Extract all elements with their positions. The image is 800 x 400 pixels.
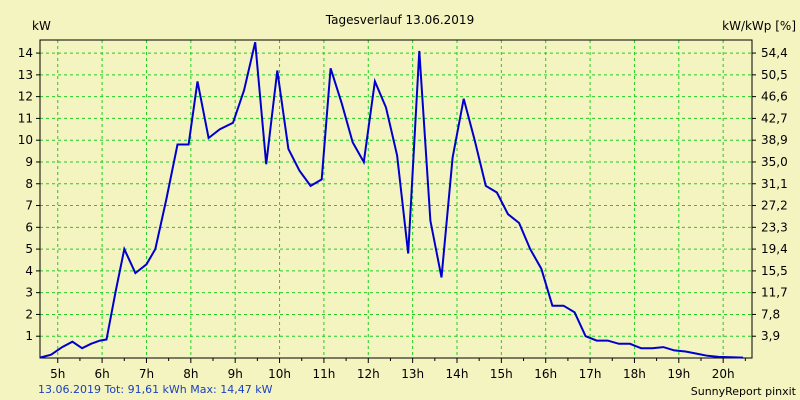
y-tick-label-right: 7,8 [761, 307, 780, 321]
y-tick-label-right: 50,5 [761, 68, 788, 82]
y-tick-label-right: 35,0 [761, 155, 788, 169]
y-tick-label-left: 12 [18, 90, 33, 104]
y-tick-label-left: 1 [25, 329, 33, 343]
y-tick-label-right: 11,7 [761, 286, 788, 300]
y-tick-label-left: 6 [25, 220, 33, 234]
y-tick-label-right: 38,9 [761, 133, 788, 147]
plot-frame [39, 39, 753, 359]
x-tick-label: 14h [446, 367, 469, 381]
x-tick-label: 6h [94, 367, 109, 381]
x-tick-label: 8h [183, 367, 198, 381]
x-tick-label: 12h [357, 367, 380, 381]
x-tick-label: 5h [50, 367, 65, 381]
y-tick-label-left: 11 [18, 111, 33, 125]
y-tick-label-left: 3 [25, 286, 33, 300]
series-line [39, 41, 744, 359]
y-axis-label-right: kW/kWp [%] [722, 19, 796, 33]
tick-marks [36, 52, 756, 363]
y-tick-label-right: 23,3 [761, 220, 788, 234]
y-tick-label-left: 2 [25, 307, 33, 321]
y-tick-label-right: 54,4 [761, 46, 788, 60]
x-tick-label: 18h [623, 367, 646, 381]
y-tick-label-right: 46,6 [761, 90, 788, 104]
x-tick-label: 16h [534, 367, 557, 381]
series-layer [39, 41, 744, 359]
x-tick-label: 17h [579, 367, 602, 381]
y-tick-label-left: 14 [18, 46, 33, 60]
y-tick-label-left: 10 [18, 133, 33, 147]
footer-credit: SunnyReport pinxit [691, 385, 797, 398]
y-tick-label-left: 4 [25, 264, 33, 278]
y-tick-label-right: 3,9 [761, 329, 780, 343]
x-tick-label: 19h [667, 367, 690, 381]
x-tick-label: 15h [490, 367, 513, 381]
footer-summary: 13.06.2019 Tot: 91,61 kWh Max: 14,47 kW [38, 383, 273, 396]
x-tick-label: 9h [228, 367, 243, 381]
chart-title: Tagesverlauf 13.06.2019 [325, 13, 474, 27]
y-axis-label-left: kW [32, 19, 51, 33]
y-tick-label-left: 13 [18, 68, 33, 82]
y-tick-label-left: 8 [25, 177, 33, 191]
x-tick-label: 20h [712, 367, 735, 381]
x-tick-label: 13h [401, 367, 424, 381]
y-tick-label-left: 9 [25, 155, 33, 169]
grid [40, 40, 752, 358]
y-tick-label-right: 42,7 [761, 111, 788, 125]
x-tick-labels: 5h 6h 7h 8h 9h 10h 11h 12h 13h 14h 15h 16h 17h 18h 19h… [50, 367, 734, 381]
y-tick-label-left: 5 [25, 242, 33, 256]
x-tick-label: 11h [312, 367, 335, 381]
y-tick-label-right: 31,1 [761, 177, 788, 191]
y-tick-label-left: 7 [25, 199, 33, 213]
x-tick-label: 10h [268, 367, 291, 381]
y-tick-label-right: 27,2 [761, 199, 788, 213]
y-tick-label-right: 15,5 [761, 264, 788, 278]
x-tick-label: 7h [139, 367, 154, 381]
y-tick-labels-right: 3,9 7,8 11,7 15,5 19,4 23,3 27,2 31,1 35,0 38,9 42… [761, 46, 788, 343]
y-tick-label-right: 19,4 [761, 242, 788, 256]
